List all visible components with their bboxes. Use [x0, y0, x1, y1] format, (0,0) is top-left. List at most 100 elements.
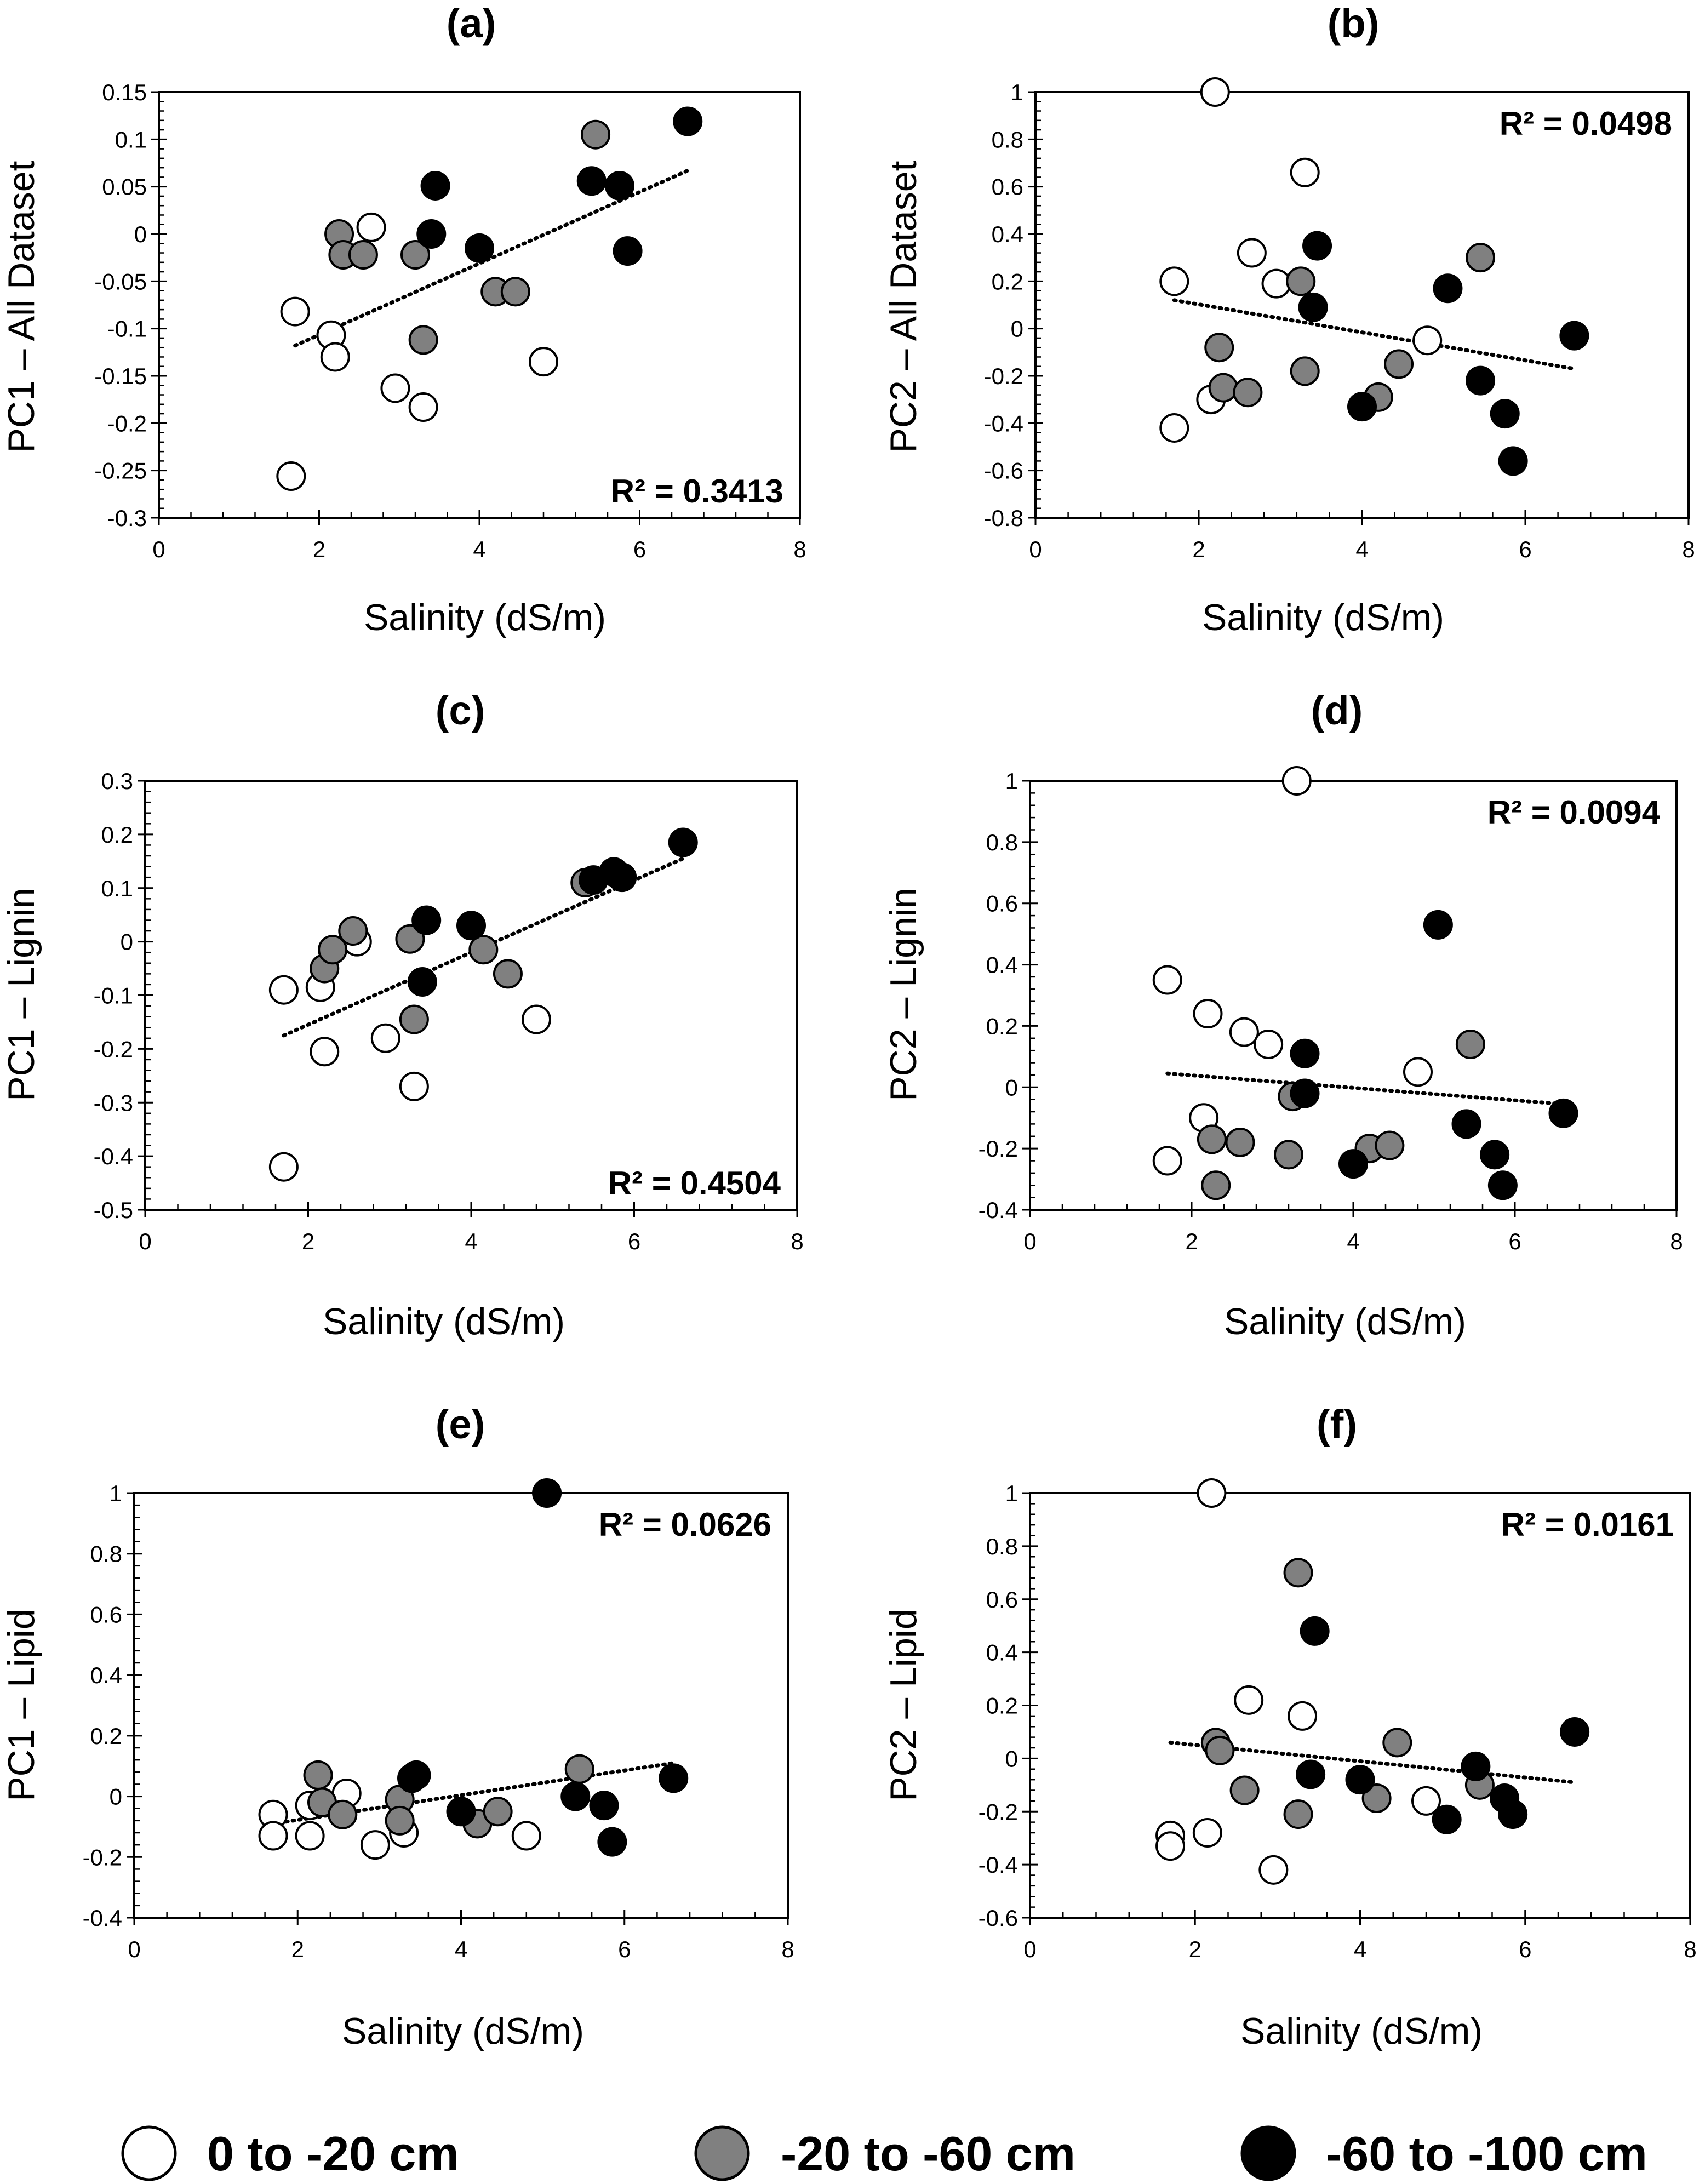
data-point [385, 1805, 415, 1836]
data-point [456, 911, 486, 941]
legend-marker-60-to-100cm [1240, 2125, 1296, 2181]
data-point [1298, 292, 1328, 322]
data-point [1466, 365, 1496, 396]
y-tick-label: -0.6 [984, 458, 1023, 484]
panel-title: (c) [436, 688, 485, 733]
y-tick-label: 0.2 [101, 822, 133, 848]
y-tick-label: -0.25 [94, 458, 147, 484]
data-point [1290, 157, 1320, 187]
data-point [268, 1152, 299, 1182]
y-tick-label: -0.1 [94, 983, 133, 1009]
data-point [1261, 268, 1291, 299]
legend-marker-20-to-60cm [694, 2125, 750, 2181]
plot-frame [1029, 1492, 1691, 1919]
data-point [1455, 1029, 1485, 1059]
x-axis-title: Salinity (dS/m) [342, 2010, 584, 2052]
y-tick-label: 0.8 [90, 1541, 122, 1567]
panel-b: -0.8 -0.6 -0.4 -0.2 0 0.2 0.4 0.6 0.8 1 0 2 4 6 8 R² = … [883, 1, 1695, 638]
trendline [1172, 298, 1576, 371]
y-tick-label: 0 [134, 221, 147, 247]
y-tick-label: -0.2 [83, 1844, 122, 1870]
data-point [1258, 1855, 1289, 1885]
legend-label-20-to-60cm: -20 to -60 cm [781, 2126, 1075, 2181]
data-point [416, 219, 447, 249]
x-tick-label: 4 [1354, 1936, 1366, 1962]
data-point [1338, 1149, 1368, 1179]
data-point [493, 959, 523, 989]
data-point [1548, 1098, 1578, 1128]
y-tick-label: -0.2 [984, 363, 1023, 389]
data-point [348, 239, 378, 270]
panel-c: -0.5 -0.4 -0.3 -0.2 -0.1 0 0.1 0.2 0.3 0 2 4 6 8 R² = … [1, 688, 804, 1342]
data-point [411, 905, 442, 935]
data-point [1281, 766, 1312, 796]
data-point [1234, 1685, 1264, 1715]
y-tick-label: 0.4 [986, 952, 1018, 978]
data-point [1288, 1701, 1318, 1731]
data-point [1159, 266, 1189, 296]
data-point [529, 347, 558, 377]
data-point [1300, 1616, 1330, 1646]
y-tick-label: 0.1 [115, 127, 147, 152]
y-axis-title: PC2 – Lipid [883, 1609, 924, 1802]
y-tick-label: 0.6 [986, 1587, 1018, 1613]
x-tick-label: 6 [628, 1228, 640, 1254]
data-point [1290, 1078, 1320, 1108]
y-tick-label: 0.6 [90, 1602, 122, 1627]
panel-title: (a) [447, 1, 496, 46]
y-tick-label: -0.8 [984, 505, 1023, 531]
data-point [400, 239, 430, 270]
data-point [589, 1791, 619, 1821]
trendline [1165, 1071, 1565, 1106]
legend: 0 to -20 cm -20 to -60 cm -60 to -100 cm [121, 2125, 1647, 2181]
panels: -0.3 -0.25 -0.2 -0.15 -0.1 -0.05 0 0.05 0.1 0.15 0… [1, 1, 1697, 2052]
y-axis-title: PC2 – All Dataset [883, 161, 924, 453]
data-point [1205, 1735, 1235, 1765]
y-tick-label: 1 [1005, 1480, 1018, 1506]
data-point [1461, 1751, 1491, 1781]
x-tick-label: 6 [618, 1936, 631, 1962]
data-point [1487, 1170, 1518, 1200]
data-point [1403, 1057, 1433, 1087]
r2-label: R² = 0.0094 [1487, 794, 1661, 831]
series-2 [1204, 243, 1496, 412]
y-tick-label: 0.2 [986, 1013, 1018, 1039]
data-point [268, 975, 299, 1005]
data-point [1283, 1558, 1313, 1588]
r2-label: R² = 0.4504 [608, 1165, 781, 1202]
series-3 [416, 106, 703, 266]
y-tick-label: 0 [1011, 316, 1023, 342]
data-point [446, 1797, 476, 1827]
data-point [1201, 1170, 1231, 1200]
y-tick-label: 0.1 [101, 876, 133, 901]
data-point [310, 1037, 340, 1067]
x-axis-title: Salinity (dS/m) [323, 1301, 565, 1342]
plot-frame [1034, 91, 1690, 519]
data-point [597, 1827, 627, 1857]
series-3 [397, 1478, 689, 1857]
data-point [397, 1763, 427, 1793]
data-point [328, 1799, 358, 1829]
data-point [1423, 910, 1453, 940]
y-tick-label: -0.4 [984, 410, 1023, 436]
series-2 [1200, 1558, 1495, 1829]
data-point [1152, 1146, 1182, 1176]
series-3 [1290, 910, 1578, 1200]
y-tick-label: 0.6 [992, 174, 1023, 200]
series-3 [1298, 231, 1589, 476]
data-point [1152, 965, 1182, 995]
data-point [1286, 266, 1316, 296]
x-tick-label: 2 [1185, 1228, 1198, 1254]
x-tick-label: 2 [1192, 536, 1205, 562]
x-tick-label: 4 [465, 1228, 477, 1254]
data-point [483, 1797, 513, 1827]
series-1 [1159, 77, 1443, 443]
y-tick-label: -0.4 [979, 1197, 1018, 1223]
y-tick-label: -0.3 [107, 505, 147, 531]
x-tick-label: 8 [791, 1228, 803, 1254]
data-point [500, 277, 530, 307]
panel-title: (e) [436, 1402, 485, 1447]
plot-frame [133, 1492, 789, 1919]
data-point [280, 296, 310, 327]
legend-label-60-to-100cm: -60 to -100 cm [1326, 2126, 1647, 2181]
